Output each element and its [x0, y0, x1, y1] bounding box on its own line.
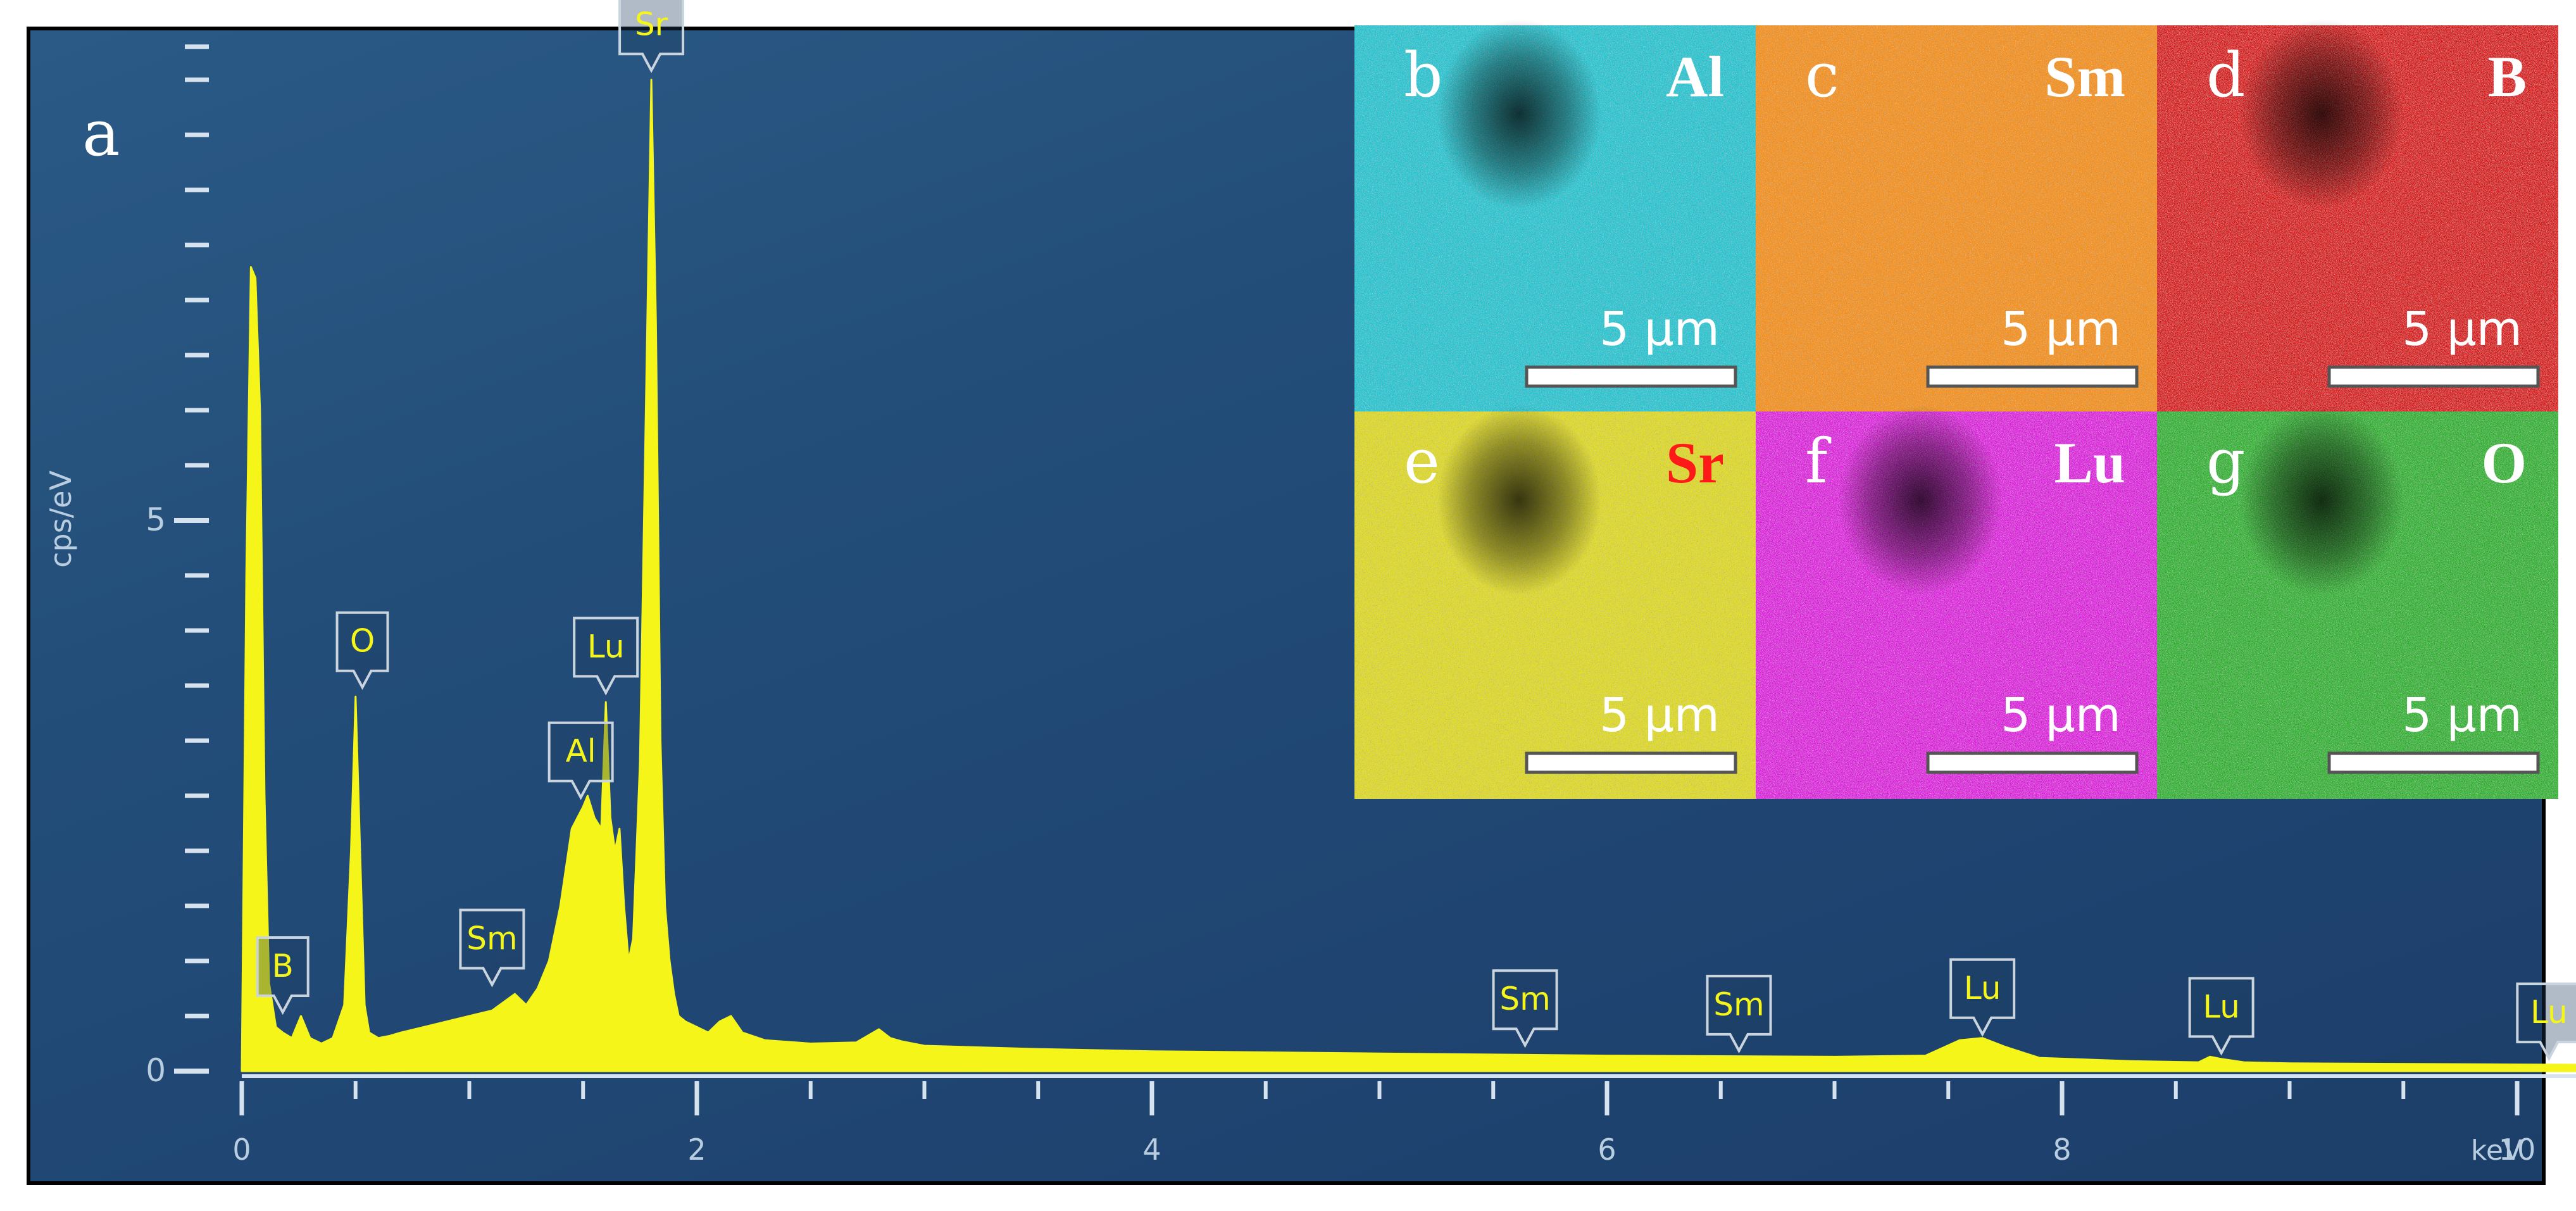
map-scale-label: 5 µm: [1599, 688, 1720, 743]
map-scale-bar: [1525, 365, 1737, 388]
peak-label-text: O: [350, 623, 375, 660]
map-panel-letter: e: [1404, 426, 1440, 497]
peak-label-text: Sm: [1499, 981, 1550, 1017]
peak-label-text: Lu: [1964, 970, 2001, 1007]
map-panel-letter: b: [1404, 40, 1442, 111]
map-dark-region: [1437, 405, 1601, 595]
peak-label-box: [335, 611, 389, 690]
peak-label-text: Sr: [635, 6, 668, 42]
peak-label-box: [573, 617, 639, 696]
map-dark-region: [1437, 19, 1601, 209]
axes-layer: 05024681012141618: [146, 44, 2576, 1167]
peak-labels: SrOLuAlSmBSmSmLuLuLuSrSr: [256, 0, 2576, 1062]
map-element-symbol: Al: [1666, 44, 1724, 109]
map-scale-label: 5 µm: [2001, 688, 2121, 743]
map-panel-letter: g: [2206, 426, 2245, 497]
peak-label-text: Lu: [2530, 994, 2568, 1031]
peak-label: O: [335, 611, 389, 690]
x-tick-label: 8: [2053, 1133, 2071, 1167]
x-tick-label: 10: [2499, 1133, 2536, 1167]
map-element-symbol: O: [2481, 430, 2527, 495]
peak-label-text: Lu: [2203, 988, 2240, 1025]
peak-label: B: [256, 936, 309, 1015]
x-axis-label: keV: [2471, 1134, 2522, 1167]
peak-label-box: [1492, 969, 1558, 1048]
map-scale-label: 5 µm: [2001, 302, 2121, 356]
map-scale-bar: [1926, 751, 2139, 774]
elemental-map-sr: e Sr 5 µm: [1354, 405, 1756, 799]
elemental-map-sm: c Sm 5 µm: [1756, 25, 2157, 413]
map-scale-bar: [1525, 751, 1737, 774]
x-tick-label: 6: [1597, 1133, 1616, 1167]
peak-label: Sm: [1706, 974, 1772, 1054]
peak-label-text: Al: [566, 733, 596, 770]
map-scale-label: 5 µm: [2402, 302, 2522, 356]
map-scale-bar: [1926, 365, 2139, 388]
map-dark-region: [1838, 405, 2003, 595]
peak-label: Sm: [1492, 969, 1558, 1048]
map-element-symbol: Sr: [1666, 430, 1724, 495]
map-element-symbol: Sm: [2044, 44, 2125, 109]
y-axis-label: cps/eV: [44, 470, 78, 568]
peak-label: Sr: [618, 0, 685, 73]
peak-label-text: Lu: [587, 628, 625, 665]
peak-label: Al: [547, 721, 614, 800]
map-scale-bar: [2327, 751, 2540, 774]
panel-label-a: a: [82, 96, 120, 170]
peak-label-box: [1706, 974, 1772, 1054]
map-element-symbol: B: [2488, 44, 2527, 109]
peak-label: Lu: [1949, 958, 2016, 1038]
peak-label: Sm: [459, 908, 525, 988]
peak-label: Lu: [2516, 982, 2576, 1062]
map-panel-letter: c: [1805, 40, 1839, 111]
peak-label-text: Sm: [466, 920, 517, 957]
peak-label-box: [256, 936, 309, 1015]
peak-label-box: [618, 0, 685, 73]
peak-label-box: [547, 721, 614, 800]
elemental-maps-grid: b Al 5 µm c Sm 5 µm d B 5 µm e Sr 5 µm f Lu 5 µm g O 5 µm: [1354, 19, 2558, 799]
map-element-symbol: Lu: [2054, 430, 2125, 495]
map-scale-bar: [2327, 365, 2540, 388]
spectrum-area: [241, 78, 2576, 1072]
peak-label: Lu: [2188, 977, 2254, 1056]
x-tick-label: 4: [1142, 1133, 1161, 1167]
y-tick-label: 0: [146, 1052, 166, 1089]
x-tick-label: 0: [232, 1133, 251, 1167]
map-dark-region: [2239, 19, 2404, 209]
elemental-map-b: d B 5 µm: [2157, 19, 2558, 413]
map-scale-label: 5 µm: [1599, 302, 1720, 356]
elemental-map-al: b Al 5 µm: [1354, 19, 1756, 413]
y-tick-label: 5: [146, 501, 166, 538]
peak-label-box: [1949, 958, 2016, 1038]
spectrum-series: [241, 78, 2576, 1072]
peak-label-text: Sm: [1713, 986, 1764, 1023]
x-tick-label: 2: [687, 1133, 706, 1167]
map-dark-region: [2239, 405, 2404, 595]
map-grain: [1756, 25, 2157, 413]
map-scale-label: 5 µm: [2402, 688, 2522, 743]
peak-label: Lu: [573, 617, 639, 696]
peak-label-box: [459, 908, 525, 988]
map-panel-letter: f: [1805, 426, 1832, 497]
elemental-map-o: g O 5 µm: [2157, 405, 2558, 799]
peak-label-box: [2516, 982, 2576, 1062]
peak-label-box: [2188, 977, 2254, 1056]
elemental-map-lu: f Lu 5 µm: [1756, 405, 2157, 799]
map-panel-letter: d: [2206, 40, 2245, 111]
peak-label-text: B: [272, 948, 294, 984]
